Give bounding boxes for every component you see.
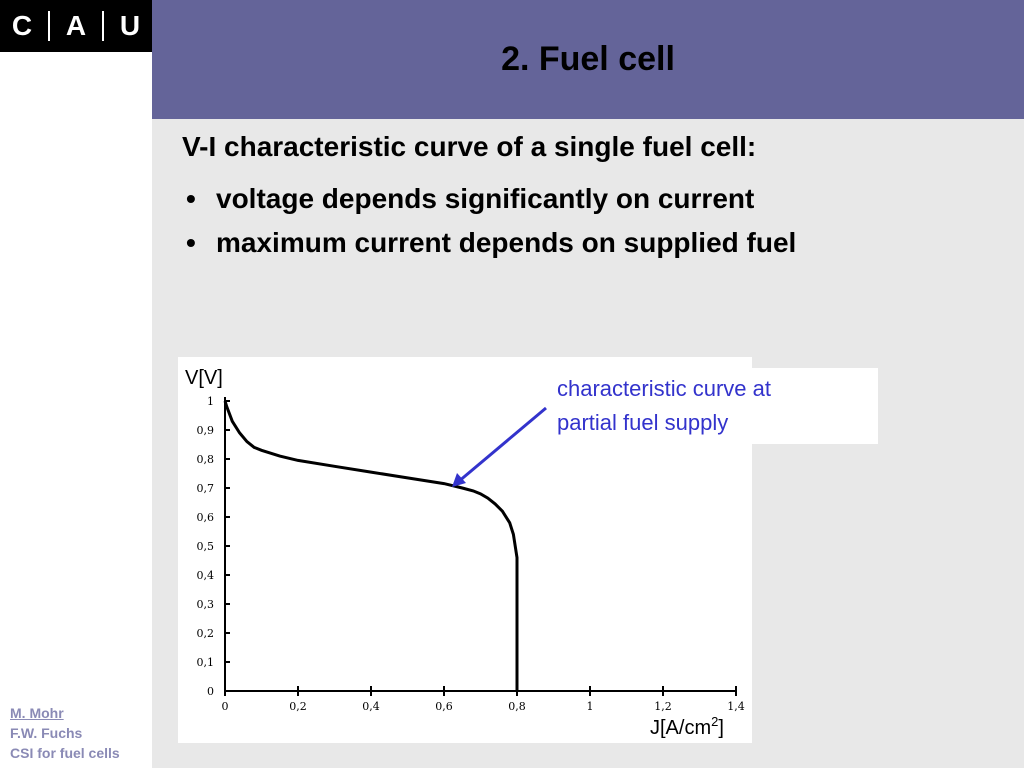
x-tick-label: 0,6 (435, 700, 453, 713)
x-tick-label: 1,4 (727, 700, 745, 713)
y-tick-label: 0,3 (197, 598, 215, 611)
bullet-text: voltage depends significantly on current (216, 183, 755, 214)
bullet-item: • maximum current depends on supplied fue… (186, 221, 796, 265)
footer-author-1: M. Mohr (10, 705, 64, 721)
y-axis-label: V[V] (185, 367, 223, 389)
footer-credits: M. Mohr F.W. Fuchs CSI for fuel cells (10, 703, 120, 763)
bullet-list: • voltage depends significantly on curren… (186, 177, 796, 265)
page-title: 2. Fuel cell (501, 40, 675, 78)
annotation-arrow-line (457, 406, 547, 484)
x-axis-label-superscript: 2 (711, 714, 718, 729)
logo-letter-u: U (119, 10, 141, 41)
y-tick-label: 0 (207, 685, 214, 698)
y-tick-label: 0,8 (197, 453, 215, 466)
x-tick-label: 0,2 (289, 700, 307, 713)
annotation-text: characteristic curve at partial fuel sup… (557, 372, 857, 440)
bullet-item: • voltage depends significantly on curren… (186, 177, 796, 221)
x-axis-label: J[A/cm2] (650, 714, 724, 739)
bullet-text: maximum current depends on supplied fuel (216, 227, 797, 258)
logo-letter-a: A (65, 10, 87, 41)
annotation-panel (548, 368, 878, 444)
y-tick-label: 1 (207, 395, 214, 408)
slide-subtitle: V-I characteristic curve of a single fue… (182, 131, 757, 162)
y-tick-label: 0,4 (197, 569, 215, 582)
bullet-symbol: • (186, 227, 196, 258)
logo-letter-c: C (11, 10, 33, 41)
left-column (0, 0, 152, 768)
footer-course: CSI for fuel cells (10, 745, 120, 761)
y-tick-label: 0,9 (197, 424, 215, 437)
y-tick-label: 0,6 (197, 511, 215, 524)
annotation-arrowhead (452, 473, 466, 487)
x-tick-label: 1 (587, 700, 594, 713)
x-tick-label: 0,8 (508, 700, 526, 713)
logo-divider (101, 11, 104, 41)
annotation-line-2: partial fuel supply (557, 410, 729, 435)
y-tick-label: 0,1 (197, 656, 215, 669)
y-tick-label: 0,7 (197, 482, 215, 495)
y-tick-label: 0,5 (197, 540, 215, 553)
x-tick-label: 1,2 (654, 700, 672, 713)
x-axis-label-base: J[A/cm (650, 717, 711, 739)
logo-divider (48, 11, 51, 41)
vi-curve-line (223, 400, 519, 691)
x-axis-label-end: ] (718, 717, 724, 739)
footer-author-2: F.W. Fuchs (10, 725, 83, 741)
x-tick-label: 0 (222, 700, 229, 713)
x-tick-label: 0,4 (362, 700, 380, 713)
cau-logo: C A U (0, 0, 152, 52)
bullet-symbol: • (186, 183, 196, 214)
header-bar: 2. Fuel cell (152, 0, 1024, 119)
y-tick-label: 0,2 (197, 627, 215, 640)
annotation-line-1: characteristic curve at (557, 376, 771, 401)
